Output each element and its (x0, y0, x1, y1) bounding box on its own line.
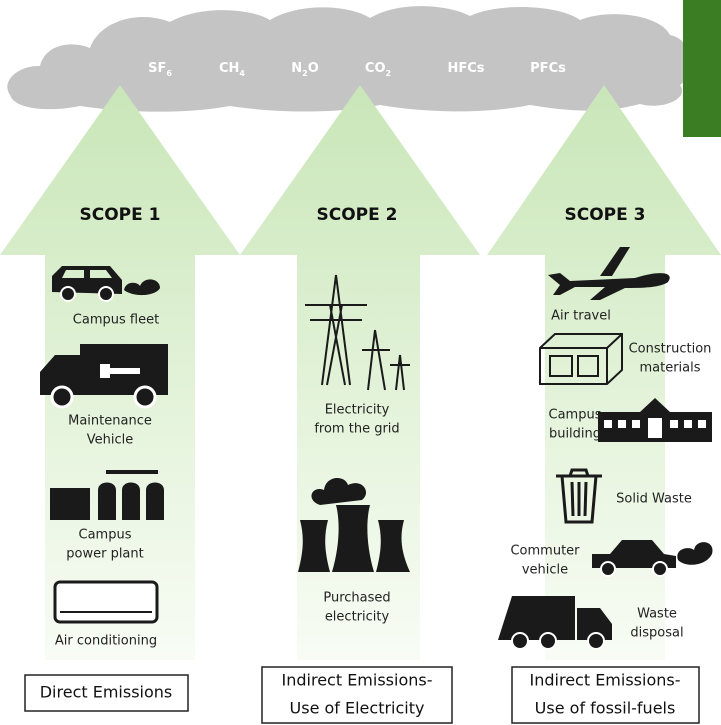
item-label: from the grid (314, 422, 399, 437)
item-label: materials (639, 361, 700, 376)
item-label: building (549, 427, 601, 442)
ac-icon (55, 582, 157, 622)
gas-text: PFCs (530, 61, 566, 76)
wheel (653, 562, 667, 576)
green-box (683, 0, 721, 137)
wheel (135, 387, 155, 407)
gas-text: CO (365, 61, 386, 76)
item-label: electricity (325, 610, 390, 625)
item-label: Campus fleet (73, 313, 159, 328)
cloud (7, 6, 690, 112)
item-label: disposal (630, 626, 683, 641)
item-label: power plant (66, 547, 143, 562)
wheel (540, 633, 556, 649)
item-label: Air travel (551, 309, 611, 324)
footer-label: Use of fossil-fuels (535, 699, 676, 718)
scope-title: SCOPE 3 (565, 205, 646, 225)
gas-text: CH (219, 61, 239, 76)
wheel (52, 387, 72, 407)
diagram: SF6CH4N2OCO2HFCsPFCsSCOPE 1Campus fleetM… (0, 0, 721, 725)
wheel (588, 633, 604, 649)
footer-label: Direct Emissions (40, 683, 173, 702)
gas-subscript: 2 (386, 69, 392, 78)
item-label: Maintenance (68, 414, 152, 429)
item-label: Construction (629, 342, 712, 357)
footer-label: Indirect Emissions- (530, 671, 681, 690)
item-label: Electricity (325, 403, 390, 418)
scope-title: SCOPE 2 (317, 205, 398, 225)
gas-text: HFCs (447, 61, 484, 76)
item-label: Waste (637, 607, 677, 622)
gas-label: PFCs (530, 61, 566, 76)
item-label: vehicle (522, 563, 568, 578)
wheel (61, 287, 75, 301)
item-label: Solid Waste (616, 492, 692, 507)
wheel (601, 562, 615, 576)
item-label: Commuter (510, 544, 580, 559)
item-label: Vehicle (87, 433, 134, 448)
footer-label: Indirect Emissions- (282, 671, 433, 690)
gas-subscript: 6 (166, 69, 172, 78)
arrow (240, 85, 480, 660)
smoke-icon (677, 542, 712, 565)
gas-text: N (291, 61, 302, 76)
item-label: Purchased (323, 591, 390, 606)
footer-label: Use of Electricity (290, 699, 425, 718)
gas-label: HFCs (447, 61, 484, 76)
wheel (99, 287, 113, 301)
gas-text: SF (148, 61, 166, 76)
item-label: Air conditioning (55, 634, 157, 649)
item-label: Campus (79, 528, 132, 543)
gas-text: O (308, 61, 319, 76)
gas-subscript: 4 (239, 69, 245, 78)
item-label: Campus (549, 408, 602, 423)
wheel (512, 633, 528, 649)
scope-title: SCOPE 1 (80, 205, 161, 225)
